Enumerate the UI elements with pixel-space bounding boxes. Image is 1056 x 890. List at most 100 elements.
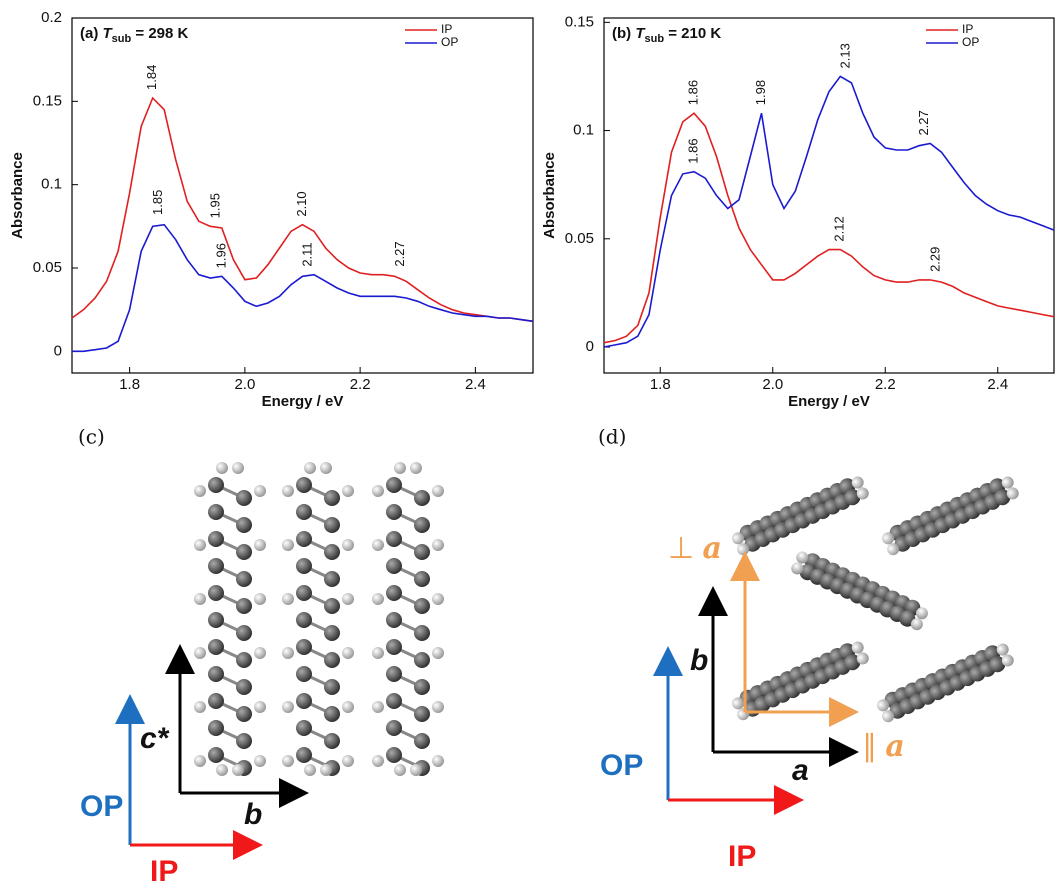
carbon bbox=[414, 598, 430, 614]
hydrogen bbox=[282, 593, 294, 605]
chart: 00.050.10.150.21.82.02.22.4Energy / eVAb… bbox=[9, 9, 533, 410]
hydrogen bbox=[342, 485, 354, 497]
carbon bbox=[208, 504, 224, 520]
hydrogen bbox=[194, 593, 206, 605]
hydrogen bbox=[304, 462, 316, 474]
peak-label: 2.12 bbox=[832, 216, 847, 241]
carbon bbox=[324, 544, 340, 560]
legend-label: OP bbox=[962, 35, 979, 49]
axis-label: OP bbox=[600, 749, 643, 782]
carbon bbox=[236, 571, 252, 587]
carbon bbox=[236, 490, 252, 506]
carbon bbox=[208, 720, 224, 736]
molecule bbox=[789, 547, 931, 633]
carbon bbox=[236, 598, 252, 614]
legend-label: IP bbox=[441, 22, 452, 36]
axis-label: OP bbox=[80, 790, 123, 823]
spectrum-line bbox=[604, 113, 1054, 343]
y-tick-label: 0.05 bbox=[33, 259, 62, 276]
axis-name: a bbox=[885, 729, 904, 764]
carbon bbox=[386, 477, 402, 493]
hydrogen bbox=[254, 485, 266, 497]
hydrogen bbox=[394, 764, 406, 776]
hydrogen bbox=[432, 593, 444, 605]
carbon bbox=[296, 612, 312, 628]
x-axis-label: Energy / eV bbox=[262, 393, 344, 410]
y-tick-label: 0.15 bbox=[565, 13, 594, 30]
carbon bbox=[236, 733, 252, 749]
x-tick-label: 2.0 bbox=[762, 376, 783, 393]
carbon bbox=[208, 747, 224, 763]
carbon bbox=[386, 693, 402, 709]
carbon bbox=[386, 531, 402, 547]
axis-name: a bbox=[702, 531, 721, 566]
x-tick-label: 1.8 bbox=[650, 376, 671, 393]
hydrogen bbox=[254, 593, 266, 605]
molecule bbox=[879, 472, 1021, 558]
panel-label: (d) bbox=[598, 425, 626, 449]
carbon bbox=[414, 517, 430, 533]
carbon bbox=[324, 652, 340, 668]
hydrogen bbox=[194, 701, 206, 713]
x-axis-label: Energy / eV bbox=[788, 393, 870, 410]
peak-label: 1.95 bbox=[208, 193, 223, 218]
peak-label: 2.11 bbox=[300, 242, 315, 266]
carbon bbox=[324, 598, 340, 614]
hydrogen bbox=[194, 647, 206, 659]
hydrogen bbox=[216, 764, 228, 776]
carbon bbox=[414, 706, 430, 722]
y-tick-label: 0.2 bbox=[41, 9, 62, 26]
x-tick-label: 2.4 bbox=[987, 376, 1008, 393]
carbon bbox=[208, 693, 224, 709]
hydrogen bbox=[342, 647, 354, 659]
hydrogen bbox=[320, 764, 332, 776]
hydrogen bbox=[194, 485, 206, 497]
panel-label: (c) bbox=[78, 425, 105, 449]
legend-label: OP bbox=[441, 35, 458, 49]
axis-label: IP bbox=[150, 855, 178, 888]
carbon bbox=[414, 490, 430, 506]
y-tick-label: 0 bbox=[586, 338, 594, 355]
carbon bbox=[414, 679, 430, 695]
carbon bbox=[386, 504, 402, 520]
hydrogen bbox=[432, 701, 444, 713]
peak-label: 1.85 bbox=[150, 190, 165, 215]
carbon bbox=[386, 639, 402, 655]
hydrogen bbox=[394, 462, 406, 474]
carbon bbox=[208, 666, 224, 682]
peak-label: 1.96 bbox=[213, 243, 228, 268]
carbon bbox=[386, 612, 402, 628]
molecule bbox=[729, 637, 871, 723]
carbon bbox=[296, 477, 312, 493]
carbon bbox=[386, 558, 402, 574]
title-part: (b) bbox=[612, 25, 635, 42]
hydrogen bbox=[410, 764, 422, 776]
legend-label: IP bbox=[962, 22, 973, 36]
hydrogen bbox=[282, 755, 294, 767]
hydrogen bbox=[432, 485, 444, 497]
carbon bbox=[296, 693, 312, 709]
carbon bbox=[324, 706, 340, 722]
spectrum-line bbox=[604, 76, 1054, 347]
axis-label: ⊥ a bbox=[668, 531, 722, 566]
carbon bbox=[386, 747, 402, 763]
carbon bbox=[414, 625, 430, 641]
carbon bbox=[296, 747, 312, 763]
hydrogen bbox=[432, 539, 444, 551]
figure: 00.050.10.150.21.82.02.22.4Energy / eVAb… bbox=[0, 0, 1056, 890]
y-axis-label: Absorbance bbox=[9, 152, 26, 239]
molecule bbox=[282, 462, 354, 776]
hydrogen bbox=[216, 462, 228, 474]
carbon bbox=[296, 720, 312, 736]
carbon bbox=[324, 517, 340, 533]
y-tick-label: 0 bbox=[54, 342, 62, 359]
hydrogen bbox=[194, 755, 206, 767]
peak-label: 1.86 bbox=[685, 138, 700, 163]
carbon bbox=[414, 571, 430, 587]
carbon bbox=[208, 639, 224, 655]
hydrogen bbox=[410, 462, 422, 474]
carbon bbox=[236, 625, 252, 641]
axis-label: c* bbox=[140, 722, 170, 755]
hydrogen bbox=[432, 755, 444, 767]
